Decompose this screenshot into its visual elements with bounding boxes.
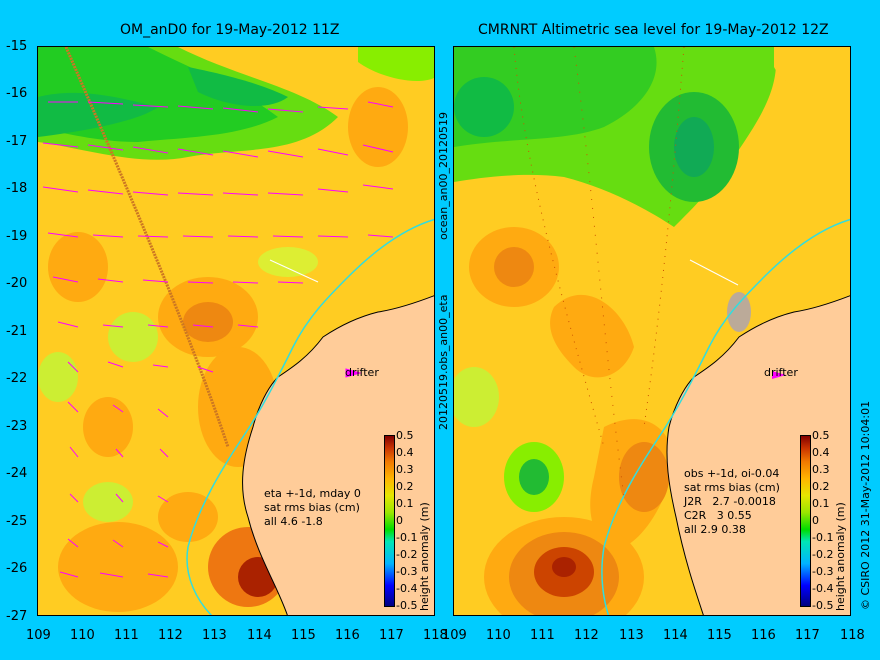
left-drifter-label: drifter	[345, 366, 379, 379]
cbar-tick: 0	[812, 514, 819, 527]
credit-label: © CSIRO 2012 31-May-2012 10:04:01	[859, 400, 872, 610]
y-tick: -22	[6, 371, 28, 386]
cbar-tick: -0.4	[812, 582, 834, 595]
right-panel-title: CMRNRT Altimetric sea level for 19-May-2…	[478, 22, 829, 38]
x-tick: 109	[442, 628, 467, 643]
x-tick: 117	[379, 628, 404, 643]
cbar-tick: -0.3	[396, 565, 418, 578]
cbar-tick: 0.3	[812, 463, 830, 476]
right-colorbar-label: height anomaly (m)	[834, 502, 847, 611]
cbar-tick: 0.1	[396, 497, 414, 510]
y-tick: -21	[6, 324, 28, 339]
cbar-tick: -0.1	[812, 531, 834, 544]
y-tick: -20	[6, 276, 28, 291]
right-drifter-label: drifter	[764, 366, 798, 379]
x-tick: 114	[247, 628, 272, 643]
y-tick: -16	[6, 86, 28, 101]
right-map-panel: obs +-1d, oi-0.04 sat rms bias (cm) J2R …	[453, 46, 851, 616]
right-map-svg	[454, 47, 850, 615]
x-tick: 112	[158, 628, 183, 643]
cbar-tick: 0.2	[812, 480, 830, 493]
y-tick: -26	[6, 561, 28, 576]
x-tick: 113	[202, 628, 227, 643]
x-tick: 115	[707, 628, 732, 643]
right-panel-stats: obs +-1d, oi-0.04 sat rms bias (cm) J2R …	[684, 467, 780, 536]
x-tick: 118	[840, 628, 865, 643]
cbar-tick: -0.5	[396, 599, 418, 612]
x-tick: 112	[574, 628, 599, 643]
cbar-tick: -0.4	[396, 582, 418, 595]
left-panel-stats: eta +-1d, mday 0 sat rms bias (cm) all 4…	[264, 487, 361, 528]
side-label-bottom: 20120519.obs_an00_eta	[437, 294, 450, 430]
cbar-tick: -0.2	[396, 548, 418, 561]
right-colorbar	[800, 435, 811, 607]
x-tick: 114	[663, 628, 688, 643]
left-panel-title: OM_anD0 for 19-May-2012 11Z	[120, 22, 340, 38]
cbar-tick: 0.3	[396, 463, 414, 476]
side-label-top: ocean_an00_20120519	[437, 112, 450, 240]
cbar-tick: -0.1	[396, 531, 418, 544]
y-tick: -25	[6, 514, 28, 529]
x-tick: 110	[70, 628, 95, 643]
cbar-tick: 0.2	[396, 480, 414, 493]
y-tick: -15	[6, 39, 28, 54]
cbar-tick: 0.4	[812, 446, 830, 459]
y-tick: -24	[6, 466, 28, 481]
cbar-tick: 0.1	[812, 497, 830, 510]
x-tick: 116	[335, 628, 360, 643]
x-tick: 115	[291, 628, 316, 643]
y-tick: -23	[6, 419, 28, 434]
x-tick: 113	[619, 628, 644, 643]
cbar-tick: 0.5	[812, 429, 830, 442]
cbar-tick: 0.5	[396, 429, 414, 442]
x-tick: 117	[795, 628, 820, 643]
left-colorbar-label: height anomaly (m)	[418, 502, 431, 611]
y-tick: -27	[6, 609, 28, 624]
left-map-panel: eta +-1d, mday 0 sat rms bias (cm) all 4…	[37, 46, 435, 616]
y-tick: -18	[6, 181, 28, 196]
y-tick: -17	[6, 134, 28, 149]
x-tick: 118	[423, 628, 448, 643]
cbar-tick: 0	[396, 514, 403, 527]
cbar-tick: -0.3	[812, 565, 834, 578]
left-map-svg	[38, 47, 434, 615]
x-tick: 111	[114, 628, 139, 643]
cbar-tick: -0.5	[812, 599, 834, 612]
y-tick: -19	[6, 229, 28, 244]
x-tick: 116	[751, 628, 776, 643]
cbar-tick: -0.2	[812, 548, 834, 561]
x-tick: 109	[26, 628, 51, 643]
x-tick: 111	[530, 628, 555, 643]
left-colorbar	[384, 435, 395, 607]
cbar-tick: 0.4	[396, 446, 414, 459]
x-tick: 110	[486, 628, 511, 643]
